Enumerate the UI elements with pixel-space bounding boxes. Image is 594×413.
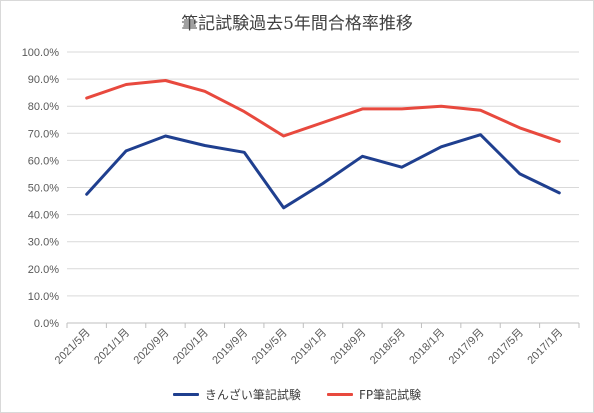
x-tick-label: 2018/9月 (328, 327, 368, 367)
x-tick-label: 2017/5月 (486, 327, 526, 367)
x-axis-tick-labels: 2021/5月 2021/1月 2020/9月 2020/1月 2019/9月 2019/… (53, 327, 566, 367)
y-tick-label: 40.0% (28, 210, 59, 222)
x-tick-label: 2019/1月 (289, 327, 329, 367)
x-tick-label: 2020/9月 (132, 327, 172, 367)
y-tick-label: 0.0% (34, 318, 59, 330)
x-tick-label: 2018/1月 (407, 327, 447, 367)
chart-title: 筆記試験過去5年間合格率推移 (181, 14, 413, 34)
x-tick-label: 2020/1月 (171, 327, 211, 367)
legend: きんざい筆記試験 FP筆記試験 (1, 386, 593, 403)
x-tick-label: 2017/1月 (525, 327, 565, 367)
y-tick-label: 30.0% (28, 237, 59, 249)
legend-item-fp: FP筆記試験 (326, 386, 422, 403)
series-lines (85, 79, 561, 210)
y-tick-label: 70.0% (28, 128, 59, 140)
x-tick-label: 2018/5月 (368, 327, 408, 367)
axes (66, 322, 580, 328)
x-tick-label: 2017/9月 (447, 327, 487, 367)
y-tick-label: 50.0% (28, 183, 59, 195)
y-tick-label: 10.0% (28, 291, 59, 303)
x-tick-label: 2021/1月 (92, 327, 132, 367)
y-tick-label: 20.0% (28, 264, 59, 276)
y-tick-label: 100.0% (22, 47, 60, 59)
legend-item-kinzai: きんざい筆記試験 (172, 386, 301, 403)
x-tick-label: 2021/5月 (53, 327, 93, 367)
x-tick-label: 2019/9月 (210, 327, 250, 367)
legend-label-kinzai: きんざい筆記試験 (204, 388, 301, 402)
series-line-fp (85, 79, 561, 143)
y-tick-label: 90.0% (28, 74, 59, 86)
legend-label-fp: FP筆記試験 (358, 388, 422, 402)
y-tick-label: 80.0% (28, 101, 59, 113)
gridlines (67, 51, 579, 297)
y-axis-tick-labels: 0.0% 10.0% 20.0% 30.0% 40.0% 50.0% 60.0% 70.0% 8… (22, 47, 60, 330)
legend-swatch-kinzai (172, 393, 199, 396)
x-tick-label: 2019/5月 (250, 327, 290, 367)
series-line-kinzai (85, 133, 561, 210)
y-tick-label: 60.0% (28, 155, 59, 167)
legend-swatch-fp (326, 393, 353, 396)
